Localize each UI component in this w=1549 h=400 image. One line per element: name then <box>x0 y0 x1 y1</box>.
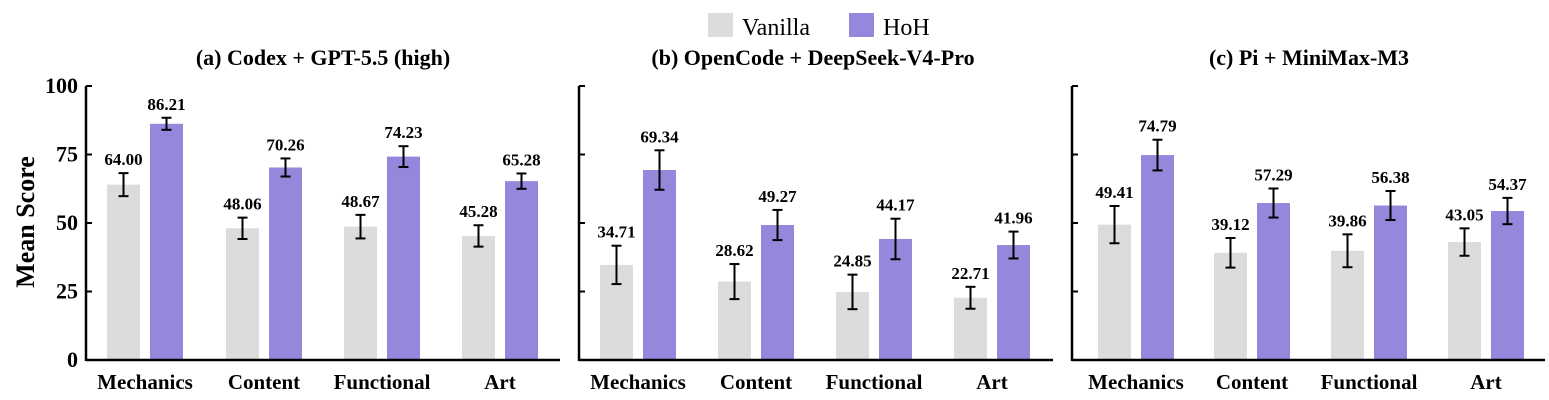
value-label-vanilla-mechanics: 34.71 <box>597 223 635 242</box>
x-tick-label-mechanics: Mechanics <box>1088 370 1184 394</box>
bar-hoh-mechanics <box>643 170 676 360</box>
value-label-hoh-mechanics: 69.34 <box>640 127 679 146</box>
error-bar-vanilla-art <box>1459 227 1470 257</box>
error-bar-hoh-art <box>1008 230 1019 260</box>
x-tick-label-art: Art <box>976 370 1007 394</box>
value-label-vanilla-mechanics: 49.41 <box>1095 183 1133 202</box>
error-bar-vanilla-content <box>1225 237 1236 269</box>
legend-label-vanilla: Vanilla <box>742 15 810 41</box>
x-tick-label-art: Art <box>1470 370 1501 394</box>
error-bar-vanilla-mechanics <box>118 172 129 198</box>
error-bar-hoh-art <box>1502 196 1513 226</box>
x-tick-label-content: Content <box>720 370 792 394</box>
bar-hoh-content <box>1257 203 1290 360</box>
bar-hoh-art <box>505 181 538 360</box>
y-tick-label: 100 <box>45 73 78 98</box>
value-label-vanilla-functional: 39.86 <box>1328 211 1366 230</box>
bar-hoh-art <box>997 245 1030 360</box>
y-tick-label: 75 <box>56 142 78 167</box>
value-label-vanilla-functional: 48.67 <box>341 192 380 211</box>
error-bar-vanilla-content <box>729 263 740 301</box>
panel-title: (a) Codex + GPT-5.5 (high) <box>196 45 450 70</box>
bar-hoh-functional <box>1374 205 1407 360</box>
x-tick-label-art: Art <box>484 370 515 394</box>
error-bar-hoh-mechanics <box>654 149 665 191</box>
value-label-hoh-art: 54.37 <box>1488 175 1527 194</box>
panel-c: (c) Pi + MiniMax-M3 49.41 39.12 39.86 43.05… <box>1070 45 1545 394</box>
error-bar-hoh-content <box>1268 187 1279 219</box>
error-bar-hoh-functional <box>1385 189 1396 222</box>
error-bar-vanilla-mechanics <box>1109 204 1120 245</box>
value-label-vanilla-art: 22.71 <box>951 264 989 283</box>
value-label-hoh-mechanics: 74.79 <box>1138 117 1176 136</box>
legend: Vanilla HoH <box>708 13 930 41</box>
value-label-hoh-functional: 44.17 <box>876 196 915 215</box>
value-label-hoh-art: 65.28 <box>502 150 540 169</box>
error-bar-hoh-mechanics <box>161 116 172 131</box>
value-label-hoh-content: 49.27 <box>758 187 797 206</box>
x-tick-label-functional: Functional <box>826 370 923 394</box>
value-label-hoh-art: 41.96 <box>994 209 1032 228</box>
x-tick-label-functional: Functional <box>1321 370 1418 394</box>
error-bar-vanilla-functional <box>847 273 858 311</box>
x-tick-label-content: Content <box>1216 370 1288 394</box>
error-bar-vanilla-functional <box>1342 233 1353 269</box>
bar-hoh-content <box>269 167 302 360</box>
bar-vanilla-content <box>226 228 259 360</box>
value-label-vanilla-art: 43.05 <box>1445 205 1483 224</box>
bar-vanilla-functional <box>1331 250 1364 360</box>
value-label-hoh-functional: 74.23 <box>384 123 422 142</box>
bar-vanilla-mechanics <box>107 184 140 360</box>
value-label-hoh-functional: 56.38 <box>1371 168 1409 187</box>
value-label-hoh-mechanics: 86.21 <box>147 95 185 114</box>
error-bar-hoh-content <box>772 208 783 242</box>
bar-hoh-functional <box>387 156 420 360</box>
y-tick-label: 25 <box>56 279 78 304</box>
y-axis: 0 25 50 75 100 <box>45 73 78 372</box>
legend-swatch-vanilla <box>708 13 733 37</box>
value-label-vanilla-functional: 24.85 <box>833 252 871 271</box>
error-bar-vanilla-art <box>965 285 976 310</box>
value-label-vanilla-mechanics: 64.00 <box>104 150 142 169</box>
bar-hoh-content <box>761 225 794 360</box>
x-tick-label-mechanics: Mechanics <box>590 370 686 394</box>
value-label-vanilla-art: 45.28 <box>459 202 497 221</box>
error-bar-vanilla-content <box>237 216 248 241</box>
value-label-vanilla-content: 28.62 <box>715 241 753 260</box>
panel-a: (a) Codex + GPT-5.5 (high) 64.00 48.06 48.… <box>84 45 560 394</box>
bar-vanilla-content <box>1214 252 1247 360</box>
y-axis-label: Mean Score <box>11 156 40 288</box>
panel-title: (c) Pi + MiniMax-M3 <box>1209 45 1409 70</box>
panel-title: (b) OpenCode + DeepSeek-V4-Pro <box>651 45 974 70</box>
error-bar-vanilla-mechanics <box>611 244 622 286</box>
bar-hoh-mechanics <box>150 123 183 360</box>
bar-vanilla-art <box>462 235 495 360</box>
error-bar-hoh-functional <box>890 217 901 261</box>
value-label-hoh-content: 70.26 <box>266 135 304 154</box>
legend-label-hoh: HoH <box>883 15 930 41</box>
y-tick-label: 0 <box>67 347 78 372</box>
bar-vanilla-mechanics <box>1098 224 1131 360</box>
bar-hoh-mechanics <box>1141 155 1174 360</box>
error-bar-hoh-functional <box>398 145 409 169</box>
bar-vanilla-art <box>1448 242 1481 360</box>
bar-hoh-art <box>1491 211 1524 360</box>
bar-vanilla-functional <box>344 226 377 360</box>
x-tick-label-content: Content <box>228 370 300 394</box>
panel-b: (b) OpenCode + DeepSeek-V4-Pro 34.71 28.6… <box>577 45 1053 394</box>
value-label-vanilla-content: 48.06 <box>223 195 261 214</box>
legend-swatch-hoh <box>849 13 874 37</box>
error-bar-hoh-content <box>280 157 291 178</box>
error-bar-hoh-art <box>516 172 527 190</box>
value-label-vanilla-content: 39.12 <box>1211 215 1249 234</box>
error-bar-vanilla-functional <box>355 213 366 240</box>
x-tick-label-mechanics: Mechanics <box>97 370 193 394</box>
error-bar-hoh-mechanics <box>1152 138 1163 172</box>
value-label-hoh-content: 57.29 <box>1254 166 1292 185</box>
error-bar-vanilla-art <box>473 224 484 248</box>
y-tick-label: 50 <box>56 210 78 235</box>
x-tick-label-functional: Functional <box>334 370 431 394</box>
